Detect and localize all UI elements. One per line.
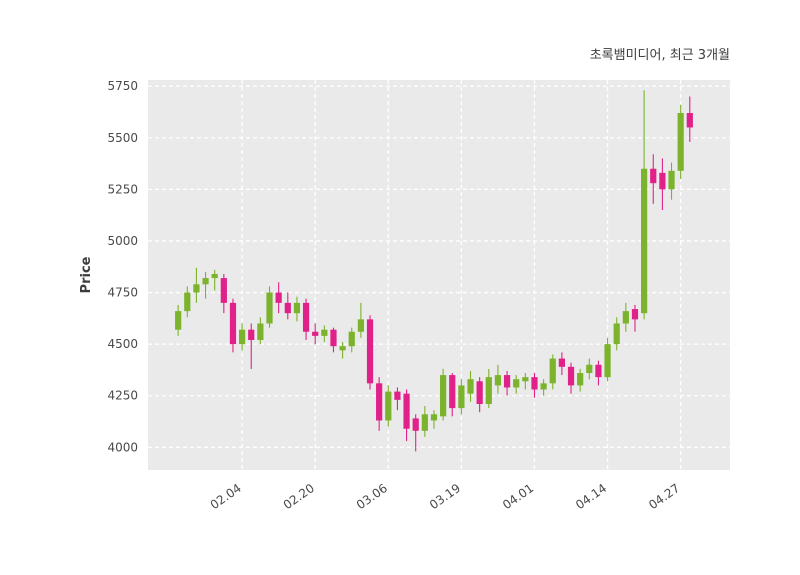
y-tick-label: 5250 — [107, 182, 138, 196]
candle-body — [394, 391, 401, 400]
x-tick-label: 03.06 — [354, 481, 390, 512]
candle-body — [330, 329, 337, 347]
candle-body — [595, 364, 602, 378]
candle-body — [604, 344, 611, 378]
candle-body — [485, 377, 492, 404]
candle-body — [229, 302, 237, 345]
candle-body — [175, 311, 182, 330]
y-tick-label: 4250 — [107, 389, 138, 403]
candle-body — [239, 329, 246, 345]
candle-body — [540, 383, 547, 390]
candle-body — [430, 414, 438, 421]
candle-body — [184, 292, 191, 312]
y-axis-label: Price — [79, 256, 94, 293]
candle-body — [494, 375, 502, 386]
candle-body — [458, 385, 465, 409]
candle-body — [257, 323, 264, 340]
candle-body — [476, 381, 483, 404]
y-tick-label: 5000 — [107, 234, 138, 248]
candle-body — [503, 375, 511, 388]
candle-body — [403, 393, 410, 429]
candle-body — [467, 379, 474, 394]
candle-body — [202, 278, 209, 285]
candle-body — [622, 311, 629, 324]
candle-body — [421, 414, 428, 431]
candle-body — [549, 358, 556, 384]
candle-body — [613, 323, 620, 345]
candle-body — [659, 172, 666, 190]
y-tick-label: 4000 — [107, 440, 138, 454]
candle-body — [211, 273, 218, 279]
candle-body — [449, 375, 456, 409]
chart-title: 초록뱀미디어, 최근 3개월 — [590, 48, 730, 63]
candle-body — [567, 366, 575, 386]
candle-body — [312, 331, 319, 336]
candle-body — [275, 292, 282, 303]
x-tick-label: 03.19 — [427, 481, 463, 512]
y-tick-label: 5750 — [107, 79, 138, 93]
y-tick-label: 5500 — [107, 131, 138, 145]
candle-body — [302, 302, 310, 332]
x-tick-label: 02.20 — [281, 481, 317, 512]
candle-body — [631, 309, 639, 320]
candle-body — [385, 391, 392, 421]
candle-body — [641, 168, 648, 314]
candle-body — [412, 418, 419, 431]
candle-body — [284, 302, 291, 314]
candle-body — [339, 346, 346, 351]
candle-body — [577, 373, 584, 386]
candle-body — [266, 292, 273, 324]
candle-body — [440, 375, 447, 417]
candle-body — [357, 319, 364, 332]
candle-body — [686, 113, 693, 128]
candle-body — [586, 364, 593, 374]
plot-background-layer — [148, 80, 730, 470]
candle-body — [293, 302, 301, 314]
y-tick-label: 4750 — [107, 286, 138, 300]
candle-body — [531, 377, 538, 390]
y-tick-label: 4500 — [107, 337, 138, 351]
candle-body — [193, 284, 200, 293]
candle-body — [321, 329, 328, 336]
candle-body — [650, 168, 657, 184]
candle-body — [668, 170, 675, 190]
candle-body — [522, 377, 529, 382]
x-tick-label: 04.14 — [573, 481, 609, 512]
candle-body — [558, 358, 565, 367]
candle-body — [366, 319, 374, 384]
candle-body — [677, 113, 684, 171]
candle-body — [348, 331, 355, 347]
candle-body — [220, 278, 227, 303]
x-tick-label: 04.01 — [500, 481, 536, 512]
plot-area — [148, 80, 730, 470]
x-tick-label: 02.04 — [208, 481, 244, 512]
candle-layer — [175, 90, 693, 452]
candle-body — [376, 383, 383, 421]
candle-body — [513, 379, 520, 388]
x-tick-label: 04.27 — [646, 481, 682, 512]
candle-body — [248, 329, 255, 340]
